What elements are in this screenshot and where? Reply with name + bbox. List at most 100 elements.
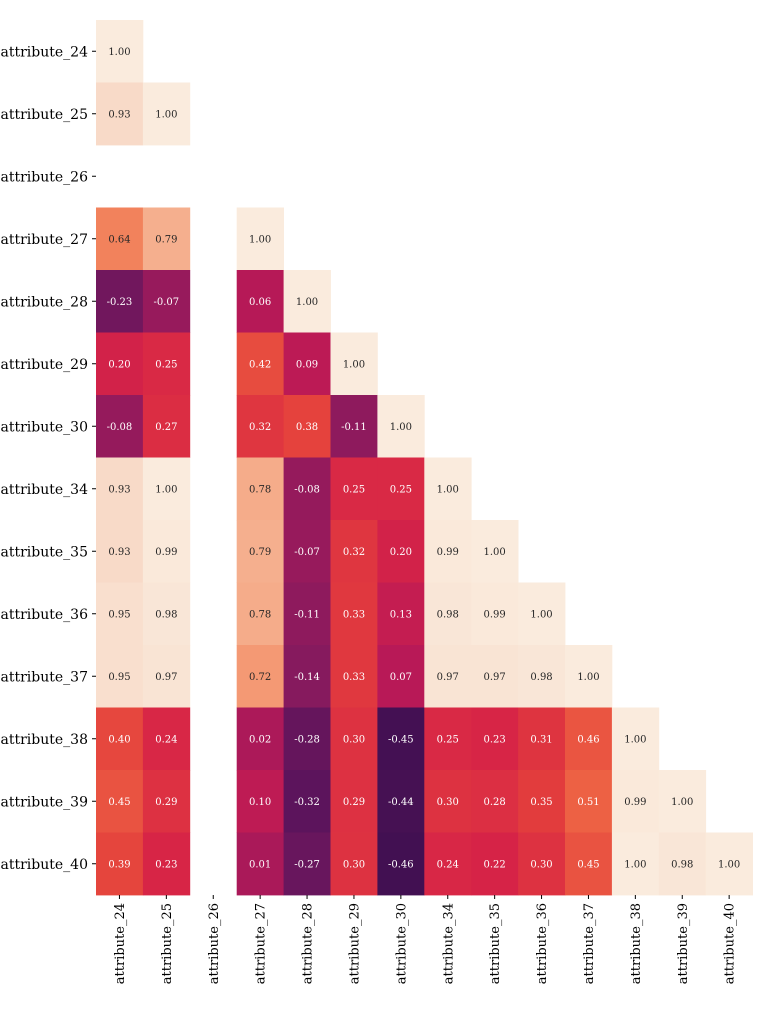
cell-label-attribute_37-attribute_29: 0.33 — [343, 672, 365, 683]
cell-label-attribute_38-attribute_27: 0.02 — [249, 734, 271, 745]
cell-label-attribute_34-attribute_34: 1.00 — [437, 484, 459, 495]
cell-attribute_29-attribute_25 — [142, 332, 191, 396]
cell-attribute_36-attribute_36 — [518, 582, 566, 646]
cell-label-attribute_34-attribute_24: 0.93 — [108, 484, 130, 495]
cell-label-attribute_36-attribute_28: -0.11 — [294, 609, 320, 620]
cell-attribute_34-attribute_34 — [424, 457, 472, 521]
cell-attribute_40-attribute_25 — [142, 832, 191, 896]
cell-attribute_34-attribute_24 — [96, 457, 144, 521]
cell-attribute_34-attribute_29 — [330, 457, 378, 521]
cell-label-attribute_40-attribute_36: 0.30 — [530, 859, 552, 870]
x-tick-label-attribute_38: attribute_38 — [629, 903, 644, 984]
cell-label-attribute_30-attribute_24: -0.08 — [107, 422, 133, 433]
cell-attribute_40-attribute_30 — [377, 832, 425, 896]
y-tick-label-attribute_34: attribute_34 — [1, 482, 89, 498]
cell-attribute_34-attribute_25 — [142, 457, 191, 521]
y-tick-label-attribute_36: attribute_36 — [1, 607, 89, 623]
cell-attribute_38-attribute_30 — [377, 707, 425, 771]
cell-attribute_36-attribute_30 — [377, 582, 425, 646]
cell-label-attribute_40-attribute_37: 0.45 — [577, 859, 599, 870]
cell-label-attribute_36-attribute_30: 0.13 — [390, 609, 412, 620]
cell-label-attribute_35-attribute_30: 0.20 — [390, 547, 412, 558]
cell-attribute_28-attribute_28 — [283, 270, 331, 333]
y-tick-label-attribute_28: attribute_28 — [1, 294, 88, 310]
cell-label-attribute_40-attribute_35: 0.22 — [484, 859, 506, 870]
cell-label-attribute_35-attribute_34: 0.99 — [437, 547, 459, 558]
cell-attribute_38-attribute_36 — [518, 707, 566, 771]
cell-attribute_37-attribute_37 — [565, 645, 613, 708]
cell-label-attribute_37-attribute_24: 0.95 — [108, 672, 130, 683]
x-tick-label-attribute_27: attribute_27 — [254, 903, 269, 984]
cell-label-attribute_40-attribute_40: 1.00 — [718, 859, 740, 870]
cell-label-attribute_37-attribute_36: 0.98 — [530, 672, 552, 683]
cell-label-attribute_39-attribute_38: 0.99 — [624, 797, 646, 808]
cell-label-attribute_35-attribute_25: 0.99 — [155, 547, 177, 558]
cell-label-attribute_40-attribute_29: 0.30 — [343, 859, 365, 870]
cell-label-attribute_27-attribute_27: 1.00 — [249, 234, 271, 245]
y-axis: attribute_24 attribute_25 attribute_26attr… — [1, 44, 96, 873]
cell-label-attribute_40-attribute_38: 1.00 — [624, 859, 646, 870]
y-tick-label-attribute_29: attribute_29 — [1, 357, 88, 373]
cell-label-attribute_28-attribute_24: -0.23 — [107, 297, 133, 308]
cell-attribute_27-attribute_27 — [236, 207, 284, 271]
cell-label-attribute_39-attribute_27: 0.10 — [249, 797, 271, 808]
cell-attribute_36-attribute_28 — [283, 582, 331, 646]
cell-label-attribute_38-attribute_35: 0.23 — [484, 734, 506, 745]
cell-attribute_37-attribute_28 — [283, 645, 331, 708]
cell-attribute_35-attribute_28 — [283, 520, 331, 583]
cell-label-attribute_38-attribute_25: 0.24 — [155, 734, 177, 745]
cell-attribute_28-attribute_27 — [236, 270, 284, 333]
cell-attribute_38-attribute_24 — [96, 707, 144, 771]
cell-label-attribute_30-attribute_25: 0.27 — [155, 422, 177, 433]
cell-attribute_40-attribute_37 — [565, 832, 613, 896]
cell-label-attribute_38-attribute_30: -0.45 — [388, 734, 414, 745]
cell-attribute_29-attribute_29 — [330, 332, 378, 396]
y-tick-label-attribute_40: attribute_40 — [1, 857, 88, 873]
cell-label-attribute_35-attribute_27: 0.79 — [249, 547, 271, 558]
cell-attribute_39-attribute_34 — [424, 770, 472, 833]
cell-attribute_39-attribute_28 — [283, 770, 331, 833]
cell-label-attribute_35-attribute_29: 0.32 — [343, 547, 365, 558]
cell-label-attribute_37-attribute_25: 0.97 — [155, 672, 177, 683]
cell-label-attribute_38-attribute_28: -0.28 — [294, 734, 320, 745]
cell-attribute_38-attribute_28 — [283, 707, 331, 771]
cell-attribute_40-attribute_38 — [611, 832, 660, 896]
cell-attribute_29-attribute_27 — [236, 332, 284, 396]
cell-label-attribute_29-attribute_24: 0.20 — [108, 359, 130, 370]
cell-label-attribute_36-attribute_29: 0.33 — [343, 609, 365, 620]
cell-attribute_39-attribute_24 — [96, 770, 144, 833]
cell-attribute_38-attribute_37 — [565, 707, 613, 771]
cell-attribute_39-attribute_37 — [565, 770, 613, 833]
cell-attribute_38-attribute_35 — [471, 707, 519, 771]
x-tick-label-attribute_35: attribute_35 — [488, 903, 503, 984]
cell-attribute_30-attribute_27 — [236, 395, 284, 458]
cell-attribute_38-attribute_25 — [142, 707, 191, 771]
cell-attribute_37-attribute_29 — [330, 645, 378, 708]
cell-attribute_30-attribute_30 — [377, 395, 425, 458]
cell-attribute_30-attribute_24 — [96, 395, 144, 458]
cell-attribute_35-attribute_27 — [236, 520, 284, 583]
y-tick-label-attribute_37: attribute_37 — [1, 669, 88, 685]
cell-attribute_27-attribute_24 — [96, 207, 144, 271]
cell-label-attribute_35-attribute_24: 0.93 — [108, 547, 130, 558]
cell-attribute_37-attribute_30 — [377, 645, 425, 708]
cell-attribute_29-attribute_28 — [283, 332, 331, 396]
x-tick-label-attribute_29: attribute_29 — [347, 903, 362, 984]
cell-attribute_35-attribute_30 — [377, 520, 425, 583]
cell-attribute_35-attribute_29 — [330, 520, 378, 583]
cell-label-attribute_36-attribute_27: 0.78 — [249, 609, 271, 620]
cell-label-attribute_36-attribute_34: 0.98 — [437, 609, 459, 620]
x-tick-label-attribute_24: attribute_24 — [113, 903, 128, 984]
y-tick-label-attribute_27: attribute_27 — [1, 232, 88, 248]
cell-label-attribute_30-attribute_29: -0.11 — [341, 422, 367, 433]
cell-label-attribute_35-attribute_28: -0.07 — [294, 547, 320, 558]
cell-attribute_27-attribute_25 — [142, 207, 191, 271]
cell-label-attribute_36-attribute_35: 0.99 — [484, 609, 506, 620]
cell-label-attribute_40-attribute_27: 0.01 — [249, 859, 271, 870]
cell-label-attribute_40-attribute_24: 0.39 — [108, 859, 130, 870]
cell-label-attribute_37-attribute_30: 0.07 — [390, 672, 412, 683]
cell-attribute_35-attribute_25 — [142, 520, 191, 583]
cell-attribute_40-attribute_27 — [236, 832, 284, 896]
cell-label-attribute_27-attribute_24: 0.64 — [108, 234, 130, 245]
